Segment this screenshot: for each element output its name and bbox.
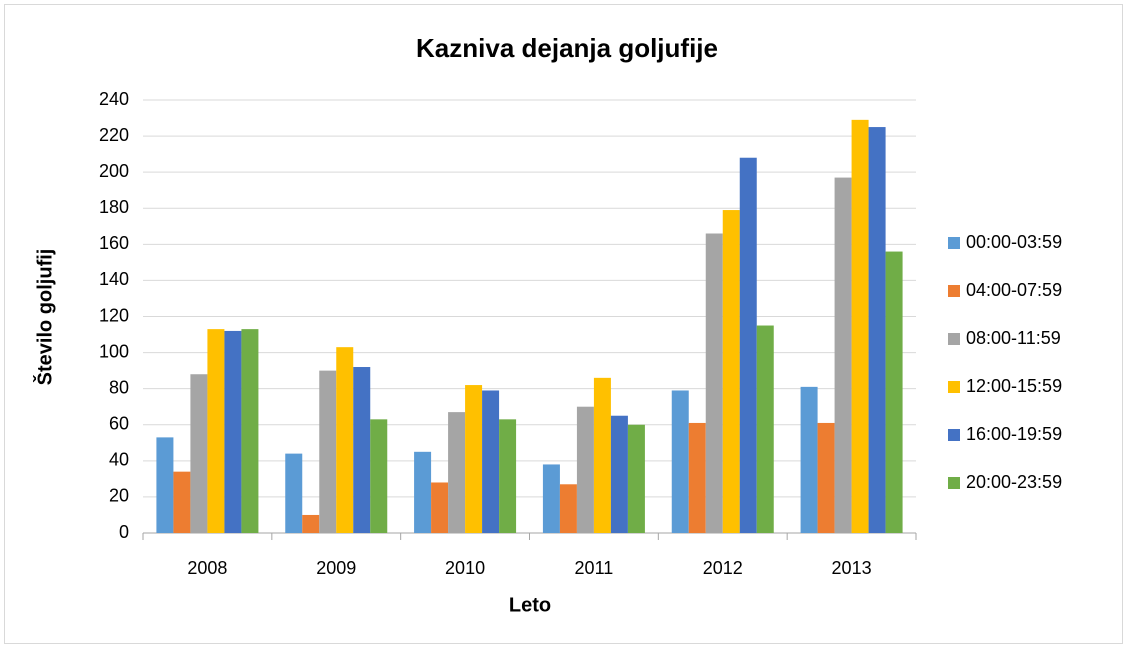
legend-swatch bbox=[948, 477, 960, 489]
x-tick-label: 2011 bbox=[575, 558, 614, 578]
x-tick-label: 2012 bbox=[703, 558, 743, 578]
y-tick-label: 180 bbox=[99, 197, 129, 217]
legend-label: 04:00-07:59 bbox=[966, 280, 1062, 300]
bar bbox=[688, 422, 706, 533]
legend-swatch bbox=[948, 333, 960, 345]
bar bbox=[542, 464, 560, 533]
y-axis-label: Število goljufij bbox=[32, 249, 56, 386]
y-tick-label: 100 bbox=[99, 341, 129, 361]
bar bbox=[722, 210, 740, 533]
bar bbox=[559, 484, 577, 533]
y-tick-label: 120 bbox=[99, 305, 129, 325]
bar bbox=[319, 370, 337, 533]
bar bbox=[739, 157, 757, 533]
bar bbox=[868, 127, 886, 533]
x-tick-label: 2013 bbox=[832, 558, 872, 578]
y-tick-label: 40 bbox=[109, 450, 129, 470]
bar bbox=[800, 386, 818, 533]
y-tick-label: 160 bbox=[99, 233, 129, 253]
legend-swatch bbox=[948, 381, 960, 393]
x-tick-label: 2010 bbox=[445, 558, 485, 578]
y-tick-label: 200 bbox=[99, 161, 129, 181]
chart-border bbox=[4, 4, 1123, 644]
y-tick-label: 80 bbox=[109, 377, 129, 397]
bar bbox=[627, 424, 645, 533]
bar bbox=[190, 374, 208, 533]
bar bbox=[482, 390, 500, 533]
bar bbox=[851, 119, 869, 534]
legend-label: 08:00-11:59 bbox=[966, 328, 1061, 348]
bar bbox=[414, 451, 432, 533]
bar bbox=[336, 347, 354, 533]
bar bbox=[671, 390, 689, 533]
legend-swatch bbox=[948, 429, 960, 441]
bar bbox=[817, 422, 835, 533]
y-tick-label: 20 bbox=[109, 486, 129, 506]
legend-label: 00:00-03:59 bbox=[966, 232, 1062, 252]
legend-label: 20:00-23:59 bbox=[966, 472, 1062, 492]
legend-label: 16:00-19:59 bbox=[966, 424, 1062, 444]
y-tick-label: 240 bbox=[99, 89, 129, 109]
bar bbox=[593, 377, 611, 533]
x-tick-label: 2008 bbox=[187, 558, 227, 578]
bar bbox=[834, 177, 852, 533]
y-tick-label: 0 bbox=[119, 522, 129, 542]
y-tick-label: 60 bbox=[109, 414, 129, 434]
y-tick-label: 140 bbox=[99, 269, 129, 289]
bar bbox=[610, 415, 628, 533]
chart-title: Kazniva dejanja goljufije bbox=[416, 33, 718, 63]
bar bbox=[576, 406, 594, 533]
bar bbox=[465, 385, 483, 533]
y-tick-label: 220 bbox=[99, 125, 129, 145]
x-tick-label: 2009 bbox=[316, 558, 356, 578]
x-axis-label: Leto bbox=[509, 594, 551, 616]
bar bbox=[370, 419, 388, 533]
bar bbox=[431, 482, 449, 533]
legend-swatch bbox=[948, 237, 960, 249]
legend-label: 12:00-15:59 bbox=[966, 376, 1062, 396]
bar bbox=[499, 419, 517, 533]
bar bbox=[285, 453, 303, 533]
bar bbox=[885, 251, 903, 534]
bar bbox=[207, 329, 225, 533]
bar bbox=[756, 325, 774, 533]
bar bbox=[448, 412, 466, 533]
bar bbox=[302, 514, 320, 533]
legend-swatch bbox=[948, 285, 960, 297]
bar bbox=[173, 471, 191, 533]
bar bbox=[705, 233, 723, 533]
bar bbox=[156, 437, 174, 533]
bar bbox=[224, 330, 242, 533]
bar bbox=[241, 329, 259, 533]
bar bbox=[353, 367, 371, 533]
